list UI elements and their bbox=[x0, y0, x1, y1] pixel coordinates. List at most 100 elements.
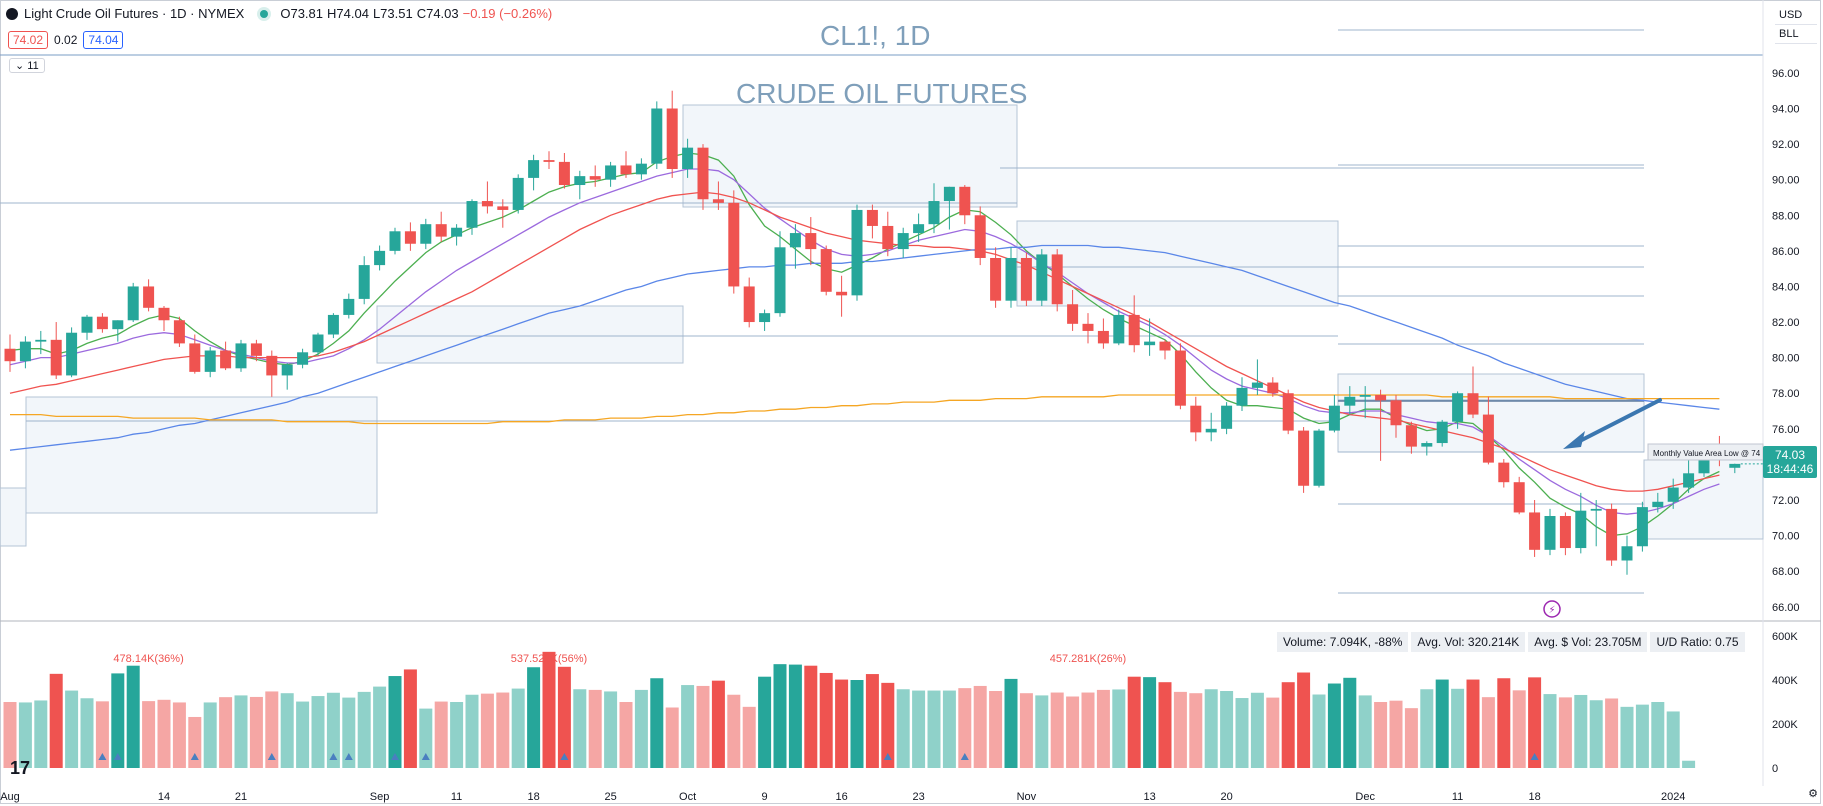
volume-axis-tick: 0 bbox=[1772, 763, 1778, 775]
indicators-toggle[interactable]: ⌄ 11 bbox=[9, 58, 45, 73]
bid-ask-row: 74.02 0.02 74.04 bbox=[8, 31, 124, 49]
volume-bar bbox=[850, 680, 864, 768]
volume-bar bbox=[311, 696, 325, 768]
price-axis-tick: 94.00 bbox=[1772, 104, 1800, 116]
candle-body bbox=[1097, 330, 1109, 344]
volume-bar bbox=[1466, 679, 1480, 768]
volume-bar bbox=[496, 692, 510, 768]
candle-body bbox=[389, 231, 401, 251]
candle-body bbox=[1205, 428, 1217, 433]
volume-bar bbox=[1528, 677, 1542, 768]
price-axis-tick: 84.00 bbox=[1772, 281, 1800, 293]
volume-bar bbox=[1404, 708, 1418, 768]
volume-bar bbox=[1189, 693, 1203, 768]
volume-bar bbox=[1558, 697, 1572, 768]
candle-body bbox=[312, 334, 324, 353]
volume-signal-icon bbox=[267, 753, 276, 760]
time-axis-label: Nov bbox=[1017, 791, 1037, 803]
ohlc-low: L73.51 bbox=[372, 6, 413, 21]
candle-body bbox=[1452, 393, 1464, 422]
volume-bar bbox=[111, 673, 125, 768]
volume-axis-tick: 400K bbox=[1772, 675, 1798, 687]
volume-bar bbox=[18, 702, 32, 768]
candle-body bbox=[1298, 430, 1310, 486]
symbol-title[interactable]: Light Crude Oil Futures · 1D · NYMEX bbox=[24, 6, 245, 21]
volume-bar bbox=[912, 690, 926, 768]
volume-bar bbox=[896, 689, 910, 768]
time-axis-label: 23 bbox=[912, 791, 924, 803]
candle-body bbox=[1313, 430, 1325, 486]
candle-body bbox=[943, 186, 955, 202]
time-axis-label: 13 bbox=[1143, 791, 1155, 803]
volume-annotation: 478.14K(36%) bbox=[113, 653, 183, 665]
volume-signal-icon bbox=[883, 753, 892, 760]
market-status-icon[interactable] bbox=[260, 9, 269, 18]
candle-body bbox=[466, 201, 478, 228]
candle-body bbox=[250, 343, 262, 356]
volume-bar bbox=[280, 693, 294, 768]
volume-bar bbox=[1220, 691, 1234, 768]
time-axis-settings-icon[interactable]: ⚙ bbox=[1808, 788, 1818, 800]
bid-price-button[interactable]: 74.02 bbox=[8, 31, 49, 49]
volume-bar bbox=[1019, 693, 1033, 768]
spread-value: 0.02 bbox=[54, 33, 78, 47]
volume-bar bbox=[1204, 689, 1218, 768]
moving-average-line bbox=[10, 394, 1720, 425]
volume-bar bbox=[527, 667, 541, 768]
annotation-arrow-head bbox=[1563, 431, 1585, 449]
candle-body bbox=[805, 233, 817, 250]
time-axis-label: Sep bbox=[370, 791, 390, 803]
volume-bar bbox=[142, 701, 156, 768]
candle-body bbox=[1190, 405, 1202, 433]
candle-body bbox=[1051, 254, 1063, 305]
candle-body bbox=[1729, 463, 1741, 468]
unit-selector[interactable]: BLL bbox=[1775, 25, 1817, 44]
ohlc-close: C74.03 bbox=[416, 6, 459, 21]
time-axis-label: 20 bbox=[1220, 791, 1232, 803]
time-axis-label: Aug bbox=[0, 791, 20, 803]
volume-bar bbox=[1250, 692, 1264, 768]
volume-bar bbox=[804, 665, 818, 768]
candle-body bbox=[1174, 350, 1186, 406]
time-axis-label: 18 bbox=[1528, 791, 1540, 803]
candle-body bbox=[35, 339, 47, 342]
candle-body bbox=[697, 147, 709, 200]
candle-body bbox=[297, 352, 309, 365]
candle-body bbox=[528, 160, 540, 178]
time-axis-label: 9 bbox=[762, 791, 768, 803]
volume-bar bbox=[1651, 702, 1665, 768]
candle-body bbox=[1606, 508, 1618, 561]
candle-body bbox=[420, 224, 432, 244]
volume-bar bbox=[665, 707, 679, 768]
candle-body bbox=[1652, 501, 1664, 508]
volume-bar bbox=[1173, 691, 1187, 768]
volume-bar bbox=[1420, 689, 1434, 768]
price-axis-tick: 92.00 bbox=[1772, 139, 1800, 151]
price-axis-tick: 96.00 bbox=[1772, 68, 1800, 80]
ask-price-button[interactable]: 74.04 bbox=[83, 31, 124, 49]
volume-bar bbox=[927, 690, 941, 768]
volume-bar bbox=[1682, 760, 1696, 768]
candle-body bbox=[1390, 400, 1402, 426]
candle-body bbox=[589, 176, 601, 180]
candle-body bbox=[220, 350, 232, 369]
volume-bar bbox=[465, 694, 479, 768]
candle-body bbox=[1020, 257, 1032, 301]
volume-bar bbox=[557, 666, 571, 768]
candle-body bbox=[913, 224, 925, 234]
value-area-box bbox=[25, 396, 378, 514]
volume-bar bbox=[419, 708, 433, 768]
volume-bar bbox=[742, 706, 756, 768]
candle-body bbox=[543, 160, 555, 162]
volume-bar bbox=[373, 686, 387, 768]
volume-bar bbox=[1635, 704, 1649, 768]
candle-body bbox=[635, 163, 647, 175]
price-axis-tick: 80.00 bbox=[1772, 353, 1800, 365]
volume-signal-icon bbox=[113, 753, 122, 760]
volume-signal-icon bbox=[421, 753, 430, 760]
candle-body bbox=[143, 286, 155, 308]
currency-selector[interactable]: USD bbox=[1775, 6, 1817, 25]
time-axis-label: 21 bbox=[235, 791, 247, 803]
